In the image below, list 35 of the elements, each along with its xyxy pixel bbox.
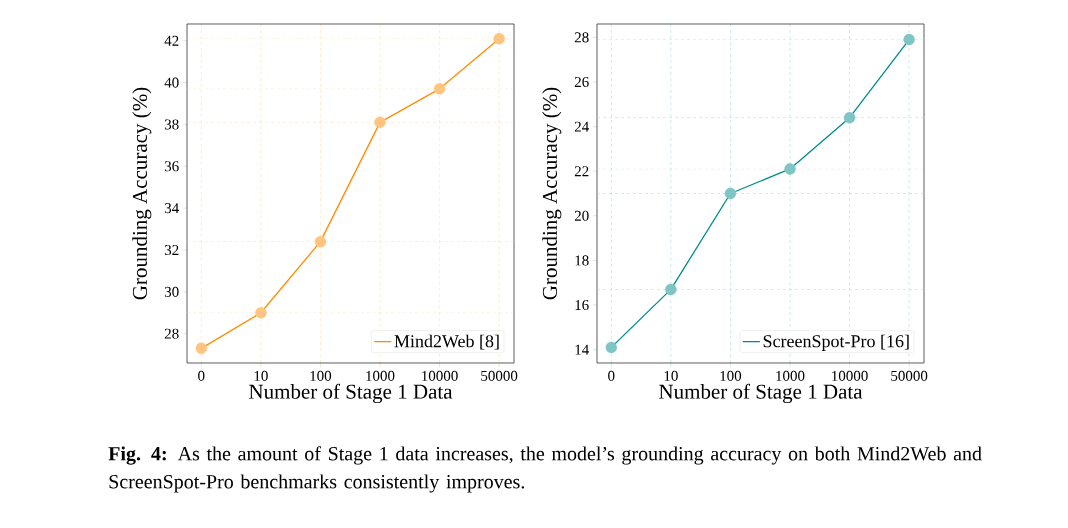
y-tick-label: 34 [164,203,179,214]
y-tick-label: 20 [574,210,589,221]
y-tick-label: 28 [164,328,179,339]
x-tick-label: 0 [608,370,615,381]
y-tick-label: 32 [164,244,179,256]
y-tick-label: 14 [575,344,589,355]
y-tick-label: 30 [164,286,179,297]
y-tick-label: 40 [164,77,179,88]
y-tick-label: 16 [575,299,589,311]
y-tick-label: 26 [574,76,589,88]
x-tick-label: 100 [310,370,332,381]
x-tick-label: 10 [664,370,678,381]
x-tick-label: 10000 [422,370,458,381]
x-tick-label: 1000 [366,370,395,381]
y-tick-label: 38 [164,119,179,130]
y-tick-label: 36 [164,161,179,172]
y-tick-label: 24 [574,121,589,132]
y-tick-label: 22 [574,166,589,177]
x-axis-title: Number of Stage 1 Data [249,383,453,404]
x-tick-label: 100 [720,370,742,381]
x-tick-label: 1000 [776,370,805,381]
text: Fig. 4: As the amount of Stage 1 data increases, the model’s grounding accuracy on both Mind2Web and ScreenSpot-Pro benchmarks consistently improves. [108,446,982,493]
y-axis-title: Grounding Accuracy (%) [132,87,152,300]
x-tick-label: 10 [254,370,268,381]
y-tick-label: 28 [574,32,589,43]
x-tick-label: 50000 [481,370,518,381]
x-axis-title: Number of Stage 1 Data [659,383,863,404]
y-tick-label: 42 [164,35,179,46]
legend-label: Mind2Web [8] [394,334,499,350]
legend-label: ScreenSpot-Pro [16] [763,334,909,351]
x-tick-label: 0 [198,370,205,381]
y-axis-title: Grounding Accuracy (%) [542,87,562,300]
y-tick-label: 18 [575,255,589,266]
x-tick-label: 50000 [891,370,928,381]
x-tick-label: 10000 [832,370,868,381]
